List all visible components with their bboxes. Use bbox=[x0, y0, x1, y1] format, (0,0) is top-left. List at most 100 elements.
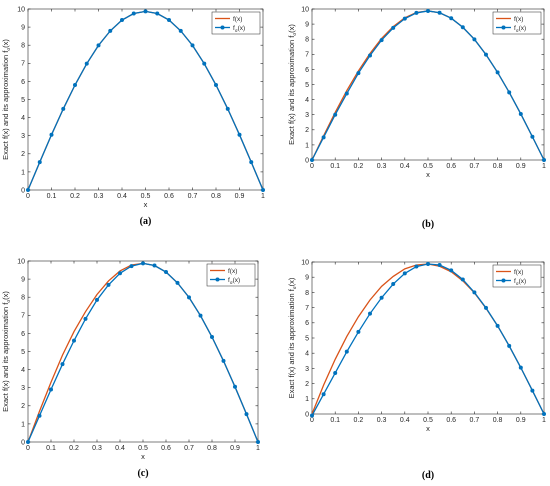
y-tick-label: 0 bbox=[21, 439, 25, 446]
x-tick-label: 0.3 bbox=[94, 193, 104, 200]
series-approx-point bbox=[460, 25, 465, 30]
legend-approx-marker bbox=[501, 25, 506, 30]
series-approx-point bbox=[73, 83, 77, 88]
y-axis-label: Exact f(x) and its approximation fσ(x) bbox=[1, 291, 11, 412]
x-tick-label: 0.6 bbox=[446, 417, 456, 424]
y-tick-label: 5 bbox=[21, 97, 25, 104]
x-tick-label: 0 bbox=[310, 417, 314, 424]
x-tick-label: 0 bbox=[310, 163, 314, 170]
series-approx-point bbox=[120, 18, 124, 23]
x-tick-label: 0 bbox=[26, 193, 30, 200]
series-approx-point bbox=[108, 28, 113, 33]
series-exact-line bbox=[27, 262, 259, 443]
series-approx-point bbox=[530, 134, 535, 139]
panel-2: 0 0.1 0.2 0.3 0.4 0.5 0.6 0.7 0.8 0.9 101234567891… bbox=[287, 6, 546, 230]
series-approx-point bbox=[495, 323, 500, 328]
x-tick-label: 0.4 bbox=[115, 445, 125, 452]
legend-exact-label: f(x) bbox=[514, 16, 523, 23]
series-approx-point bbox=[333, 112, 338, 117]
series-approx-point bbox=[426, 8, 430, 13]
series-approx-point bbox=[472, 37, 477, 42]
x-tick-label: 1 bbox=[256, 445, 260, 452]
x-tick-label: 0.1 bbox=[46, 445, 56, 452]
x-tick-label: 0.8 bbox=[211, 193, 221, 200]
y-tick-label: 6 bbox=[305, 320, 309, 327]
series-approx-point bbox=[356, 71, 361, 76]
legend-approx-label: fσ(x) bbox=[228, 277, 240, 285]
panel-caption: (b) bbox=[422, 219, 434, 230]
series-approx-point bbox=[437, 10, 442, 15]
series-exact-line bbox=[27, 10, 264, 191]
y-tick-label: 9 bbox=[21, 277, 25, 284]
x-tick-label: 1 bbox=[261, 193, 265, 200]
series-approx-point bbox=[507, 90, 512, 95]
x-tick-label: 0.9 bbox=[516, 417, 526, 424]
y-tick-label: 9 bbox=[21, 25, 25, 32]
series-approx-point bbox=[414, 10, 419, 15]
y-tick-label: 7 bbox=[305, 305, 309, 312]
series-approx-point bbox=[202, 61, 207, 66]
series-approx-point bbox=[214, 83, 218, 88]
x-tick-label: 0.3 bbox=[377, 417, 387, 424]
y-tick-label: 1 bbox=[305, 142, 309, 149]
x-tick-label: 0.2 bbox=[354, 163, 364, 170]
plot-frame bbox=[27, 260, 259, 443]
y-tick-label: 0 bbox=[305, 411, 309, 418]
x-tick-label: 0.7 bbox=[188, 193, 198, 200]
series-approx-point bbox=[356, 329, 361, 334]
series-approx-point bbox=[152, 263, 157, 268]
y-tick-label: 10 bbox=[17, 6, 25, 13]
panel-caption: (d) bbox=[422, 470, 434, 481]
series-approx-point bbox=[542, 412, 546, 416]
legend-approx-marker bbox=[215, 277, 220, 282]
y-tick-label: 2 bbox=[305, 381, 309, 388]
series-approx-point bbox=[379, 295, 384, 300]
series-approx-point bbox=[187, 295, 191, 300]
y-tick-label: 6 bbox=[305, 67, 309, 74]
legend-approx-marker bbox=[220, 25, 225, 30]
x-tick-label: 1 bbox=[542, 417, 546, 424]
y-tick-label: 2 bbox=[21, 151, 25, 158]
series-approx-point bbox=[96, 43, 101, 48]
y-tick-label: 9 bbox=[305, 275, 309, 282]
series-approx-point bbox=[167, 18, 171, 23]
series-approx-point bbox=[310, 158, 314, 162]
x-tick-label: 0.8 bbox=[493, 417, 503, 424]
series-approx-point bbox=[106, 282, 111, 287]
series-approx-point bbox=[37, 413, 42, 418]
series-approx-point bbox=[37, 160, 42, 165]
series-approx-point bbox=[26, 440, 30, 444]
series-approx-point bbox=[368, 53, 372, 58]
y-tick-label: 8 bbox=[21, 43, 25, 50]
x-tick-label: 0.2 bbox=[70, 193, 80, 200]
legend-approx-marker bbox=[501, 278, 506, 283]
y-tick-label: 1 bbox=[21, 169, 25, 176]
y-tick-label: 0 bbox=[305, 157, 309, 164]
series-approx-point bbox=[472, 290, 477, 295]
series-approx-point bbox=[437, 263, 442, 268]
y-tick-label: 4 bbox=[21, 115, 25, 122]
y-tick-label: 5 bbox=[21, 349, 25, 356]
plot-frame bbox=[27, 8, 264, 191]
x-tick-label: 0.4 bbox=[400, 417, 410, 424]
panel-1: 0 0.1 0.2 0.3 0.4 0.5 0.6 0.7 0.8 0.9 101234567891… bbox=[1, 6, 265, 227]
series-approx-point bbox=[198, 313, 203, 318]
y-tick-label: 8 bbox=[21, 295, 25, 302]
y-tick-label: 2 bbox=[305, 127, 309, 134]
legend-approx-label: fσ(x) bbox=[233, 25, 245, 33]
series-approx-point bbox=[49, 132, 54, 137]
x-tick-label: 0.3 bbox=[377, 163, 387, 170]
series-approx-point bbox=[83, 316, 88, 321]
series-approx-point bbox=[129, 264, 134, 269]
series-approx-line bbox=[27, 262, 259, 443]
panel-3: 0 0.1 0.2 0.3 0.4 0.5 0.6 0.7 0.8 0.9 101234567891… bbox=[1, 258, 260, 479]
y-tick-label: 10 bbox=[301, 6, 309, 13]
series-approx-point bbox=[321, 135, 326, 140]
y-tick-label: 10 bbox=[17, 258, 25, 265]
x-tick-label: 0.8 bbox=[207, 445, 217, 452]
x-tick-label: 0.5 bbox=[423, 417, 433, 424]
y-axis-label: Exact f(x) and its approximation fσ(x) bbox=[287, 277, 297, 398]
series-approx-point bbox=[449, 16, 454, 21]
series-approx-point bbox=[72, 338, 76, 343]
series-approx-point bbox=[344, 91, 349, 96]
